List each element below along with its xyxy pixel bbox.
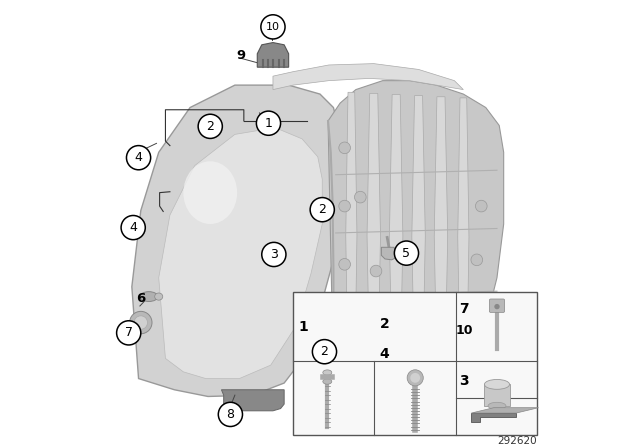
Text: 1: 1 bbox=[264, 116, 273, 130]
Circle shape bbox=[370, 265, 382, 277]
Polygon shape bbox=[381, 247, 397, 260]
Circle shape bbox=[130, 311, 152, 334]
Polygon shape bbox=[273, 64, 463, 90]
Polygon shape bbox=[435, 97, 448, 377]
Text: 2: 2 bbox=[380, 317, 390, 331]
Polygon shape bbox=[159, 128, 323, 379]
Polygon shape bbox=[458, 98, 469, 376]
Text: 3: 3 bbox=[270, 248, 278, 261]
Text: 10: 10 bbox=[455, 324, 473, 337]
Text: 3: 3 bbox=[460, 374, 469, 388]
Text: 2: 2 bbox=[321, 345, 328, 358]
Text: 2: 2 bbox=[206, 120, 214, 133]
Text: 10: 10 bbox=[266, 22, 280, 32]
Polygon shape bbox=[221, 390, 284, 411]
Circle shape bbox=[471, 254, 483, 266]
Circle shape bbox=[339, 258, 351, 270]
Polygon shape bbox=[367, 93, 380, 378]
Circle shape bbox=[339, 200, 351, 212]
Ellipse shape bbox=[184, 161, 237, 224]
Ellipse shape bbox=[488, 402, 506, 409]
Circle shape bbox=[355, 312, 366, 324]
Text: 9: 9 bbox=[236, 49, 245, 62]
Ellipse shape bbox=[140, 292, 158, 302]
FancyBboxPatch shape bbox=[293, 292, 538, 435]
Text: 5: 5 bbox=[403, 246, 410, 260]
Circle shape bbox=[261, 15, 285, 39]
Text: 4: 4 bbox=[134, 151, 143, 164]
Circle shape bbox=[339, 142, 351, 154]
Polygon shape bbox=[471, 413, 516, 422]
Polygon shape bbox=[389, 95, 403, 378]
Text: 292620: 292620 bbox=[498, 436, 538, 446]
Circle shape bbox=[218, 402, 243, 426]
Ellipse shape bbox=[484, 379, 509, 389]
Circle shape bbox=[127, 146, 150, 170]
Circle shape bbox=[476, 200, 487, 212]
Polygon shape bbox=[471, 408, 538, 413]
Circle shape bbox=[410, 373, 420, 383]
Polygon shape bbox=[228, 411, 242, 422]
Circle shape bbox=[121, 215, 145, 240]
Ellipse shape bbox=[323, 379, 332, 384]
Circle shape bbox=[116, 321, 141, 345]
Polygon shape bbox=[484, 384, 509, 406]
Text: 8: 8 bbox=[227, 408, 234, 421]
Polygon shape bbox=[412, 96, 425, 377]
Ellipse shape bbox=[155, 293, 163, 300]
Text: 6: 6 bbox=[136, 292, 145, 306]
Circle shape bbox=[312, 340, 337, 364]
Circle shape bbox=[407, 370, 423, 386]
Polygon shape bbox=[346, 92, 357, 379]
Text: 7: 7 bbox=[125, 326, 132, 340]
FancyBboxPatch shape bbox=[490, 299, 504, 312]
Text: 1: 1 bbox=[298, 319, 308, 333]
Circle shape bbox=[355, 191, 366, 203]
Polygon shape bbox=[328, 81, 504, 390]
Text: 4: 4 bbox=[380, 347, 390, 361]
Circle shape bbox=[198, 114, 222, 138]
Circle shape bbox=[394, 241, 419, 265]
Ellipse shape bbox=[323, 370, 332, 375]
Text: 2: 2 bbox=[318, 203, 326, 216]
Text: 7: 7 bbox=[460, 302, 469, 316]
Circle shape bbox=[134, 316, 148, 329]
Text: 4: 4 bbox=[129, 221, 137, 234]
Polygon shape bbox=[132, 85, 340, 396]
Circle shape bbox=[310, 198, 334, 222]
Circle shape bbox=[494, 304, 500, 309]
Circle shape bbox=[257, 111, 280, 135]
Polygon shape bbox=[257, 43, 289, 67]
Circle shape bbox=[262, 242, 286, 267]
